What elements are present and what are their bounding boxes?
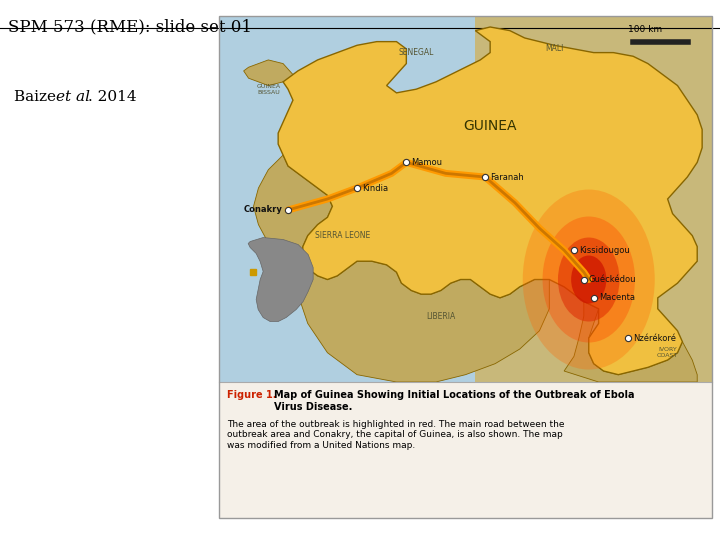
Text: SENEGAL: SENEGAL: [398, 48, 434, 57]
Polygon shape: [278, 27, 702, 375]
Text: LIBERIA: LIBERIA: [426, 312, 456, 321]
Text: Guéckédou: Guéckédou: [589, 275, 636, 284]
Bar: [219, 382, 712, 518]
Polygon shape: [564, 301, 697, 382]
Text: MALI: MALI: [545, 44, 564, 53]
Polygon shape: [248, 238, 313, 321]
Text: The area of the outbreak is highlighted in red. The main road between the
outbre: The area of the outbreak is highlighted …: [227, 420, 564, 450]
Text: Conakry: Conakry: [243, 206, 282, 214]
Text: Faranah: Faranah: [490, 173, 524, 181]
Text: GUINEA: GUINEA: [464, 119, 517, 133]
Text: GUINEA
BISSAU: GUINEA BISSAU: [256, 84, 280, 94]
Text: IVORY
COAST: IVORY COAST: [657, 347, 678, 358]
Ellipse shape: [543, 217, 635, 342]
Bar: [219, 16, 712, 518]
Text: SIERRA LEONE: SIERRA LEONE: [315, 231, 370, 240]
Text: Figure 1.: Figure 1.: [227, 390, 280, 400]
Text: Baize: Baize: [14, 90, 61, 104]
Bar: [219, 16, 475, 382]
Bar: [219, 16, 712, 382]
Text: SPM 573 (RME): slide set 01: SPM 573 (RME): slide set 01: [8, 18, 252, 35]
Polygon shape: [243, 60, 293, 85]
Text: Mamou: Mamou: [411, 158, 442, 167]
Polygon shape: [298, 261, 549, 382]
Ellipse shape: [558, 238, 619, 321]
Polygon shape: [253, 155, 333, 261]
Text: Macenta: Macenta: [599, 293, 635, 302]
Text: 100 km: 100 km: [628, 25, 662, 33]
Text: et al: et al: [56, 90, 90, 104]
Ellipse shape: [523, 190, 654, 369]
Text: Map of Guinea Showing Initial Locations of the Outbreak of Ebola
Virus Disease.: Map of Guinea Showing Initial Locations …: [274, 390, 634, 411]
Text: . 2014: . 2014: [88, 90, 137, 104]
Ellipse shape: [571, 255, 606, 303]
Text: Nzérékoré: Nzérékoré: [633, 334, 676, 342]
Text: Kissidougou: Kissidougou: [579, 246, 630, 255]
Text: Kindia: Kindia: [362, 184, 388, 193]
